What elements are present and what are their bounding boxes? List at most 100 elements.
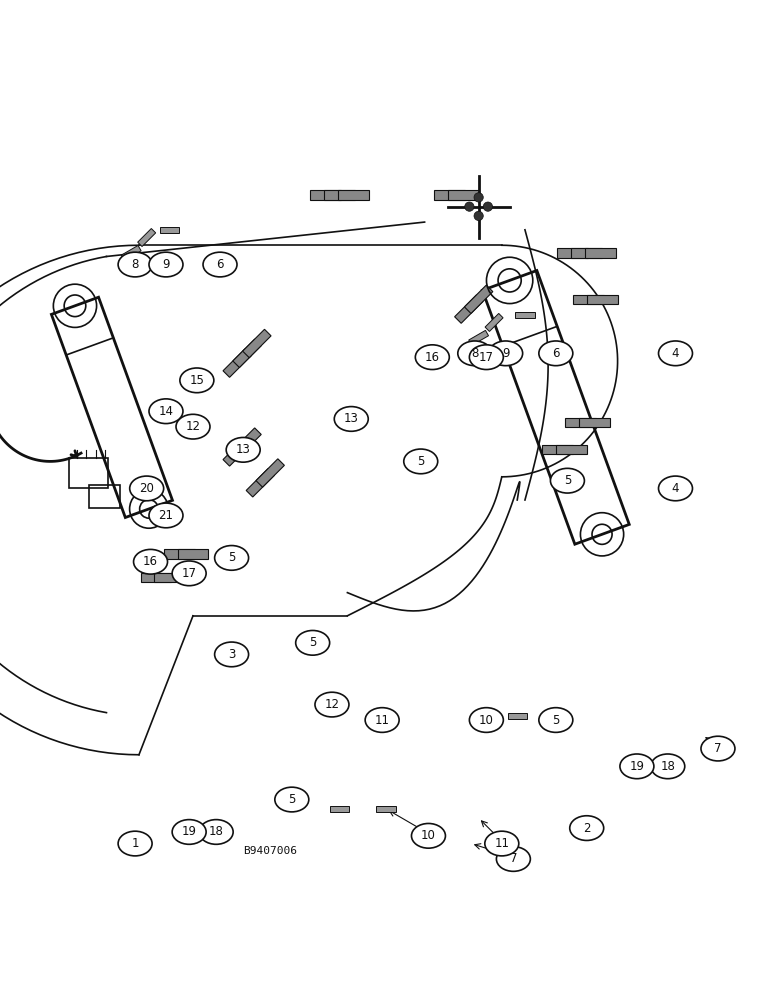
Text: B9407006: B9407006 <box>243 846 297 856</box>
Ellipse shape <box>315 692 349 717</box>
Ellipse shape <box>215 642 249 667</box>
Ellipse shape <box>489 341 523 366</box>
Text: 16: 16 <box>143 555 158 568</box>
Text: 5: 5 <box>288 793 296 806</box>
Ellipse shape <box>539 708 573 732</box>
Ellipse shape <box>118 831 152 856</box>
Text: 11: 11 <box>494 837 510 850</box>
Polygon shape <box>160 227 179 233</box>
Polygon shape <box>465 285 493 313</box>
Ellipse shape <box>659 476 692 501</box>
Ellipse shape <box>539 341 573 366</box>
Polygon shape <box>330 806 349 812</box>
Text: 9: 9 <box>502 347 510 360</box>
Text: 4: 4 <box>672 347 679 360</box>
Ellipse shape <box>701 736 735 761</box>
Ellipse shape <box>404 449 438 474</box>
Circle shape <box>465 202 474 211</box>
Polygon shape <box>376 806 395 812</box>
Text: 3: 3 <box>228 648 235 661</box>
Polygon shape <box>246 469 275 497</box>
Ellipse shape <box>118 252 152 277</box>
Polygon shape <box>137 229 156 247</box>
Ellipse shape <box>130 476 164 501</box>
Ellipse shape <box>296 630 330 655</box>
Ellipse shape <box>180 368 214 393</box>
Polygon shape <box>233 428 261 456</box>
Text: 17: 17 <box>479 351 494 364</box>
Polygon shape <box>455 295 483 323</box>
Ellipse shape <box>469 345 503 370</box>
Ellipse shape <box>415 345 449 370</box>
Ellipse shape <box>550 468 584 493</box>
Text: 10: 10 <box>479 714 494 727</box>
Polygon shape <box>121 245 141 260</box>
Text: 19: 19 <box>181 825 197 838</box>
Polygon shape <box>164 549 195 559</box>
Polygon shape <box>508 713 527 719</box>
Polygon shape <box>233 339 261 368</box>
Polygon shape <box>242 329 271 358</box>
Text: 7: 7 <box>714 742 722 755</box>
Text: 1: 1 <box>131 837 139 850</box>
Text: 8: 8 <box>471 347 479 360</box>
Text: 9: 9 <box>162 258 170 271</box>
Polygon shape <box>571 248 602 258</box>
Circle shape <box>483 202 493 211</box>
Polygon shape <box>587 295 618 304</box>
Text: 12: 12 <box>324 698 340 711</box>
Ellipse shape <box>172 820 206 844</box>
Text: 17: 17 <box>181 567 197 580</box>
Text: 11: 11 <box>374 714 390 727</box>
Polygon shape <box>448 190 479 200</box>
Ellipse shape <box>651 754 685 779</box>
Ellipse shape <box>199 820 233 844</box>
Text: 21: 21 <box>158 509 174 522</box>
Polygon shape <box>557 248 588 258</box>
Ellipse shape <box>203 252 237 277</box>
Ellipse shape <box>176 414 210 439</box>
Ellipse shape <box>149 399 183 424</box>
Ellipse shape <box>275 787 309 812</box>
Text: 19: 19 <box>629 760 645 773</box>
Ellipse shape <box>411 823 445 848</box>
Ellipse shape <box>570 816 604 840</box>
Circle shape <box>474 211 483 221</box>
Text: 10: 10 <box>421 829 436 842</box>
Text: 14: 14 <box>158 405 174 418</box>
Ellipse shape <box>226 437 260 462</box>
Polygon shape <box>579 418 610 427</box>
Text: 12: 12 <box>185 420 201 433</box>
Text: 7: 7 <box>510 852 517 865</box>
Text: 20: 20 <box>139 482 154 495</box>
Polygon shape <box>573 295 604 304</box>
Text: 5: 5 <box>228 551 235 564</box>
Text: 5: 5 <box>552 714 560 727</box>
Text: 18: 18 <box>208 825 224 838</box>
Text: 13: 13 <box>235 443 251 456</box>
Text: 13: 13 <box>344 412 359 425</box>
Polygon shape <box>178 549 208 559</box>
Ellipse shape <box>496 847 530 871</box>
Polygon shape <box>485 313 503 331</box>
Polygon shape <box>141 573 171 582</box>
Polygon shape <box>256 459 284 487</box>
Ellipse shape <box>149 252 183 277</box>
Text: 15: 15 <box>189 374 205 387</box>
Polygon shape <box>154 573 185 582</box>
Ellipse shape <box>172 561 206 586</box>
Polygon shape <box>434 190 465 200</box>
Polygon shape <box>546 713 565 719</box>
Ellipse shape <box>334 407 368 431</box>
Polygon shape <box>556 445 587 454</box>
Text: 5: 5 <box>417 455 425 468</box>
Text: 2: 2 <box>583 822 591 835</box>
Circle shape <box>474 193 483 202</box>
Text: 5: 5 <box>564 474 571 487</box>
Text: 8: 8 <box>131 258 139 271</box>
Polygon shape <box>223 349 252 377</box>
Ellipse shape <box>365 708 399 732</box>
Ellipse shape <box>149 503 183 528</box>
Polygon shape <box>516 312 534 318</box>
Ellipse shape <box>659 341 692 366</box>
